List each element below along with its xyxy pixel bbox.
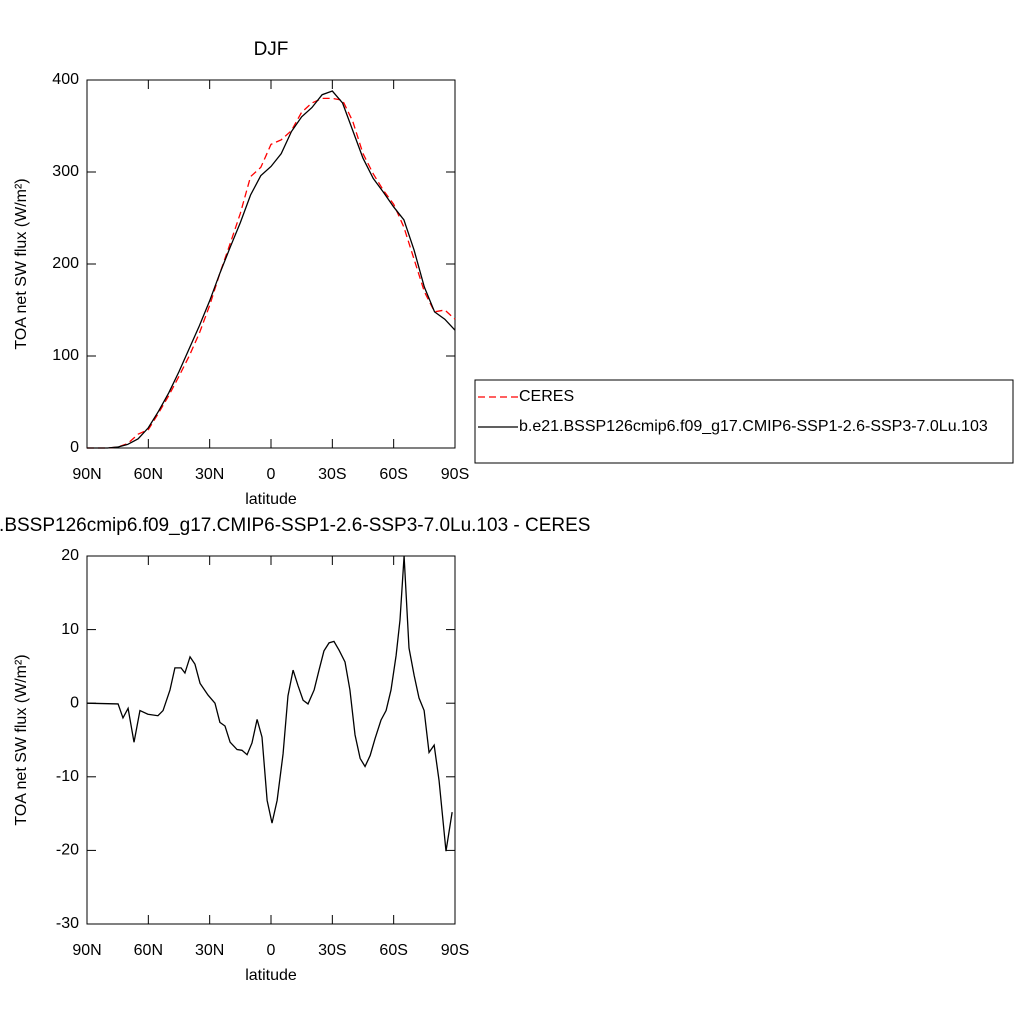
x-tick-label: 90S (441, 942, 469, 959)
y-tick-label: -10 (56, 768, 79, 785)
y-tick-label: 400 (52, 71, 79, 88)
plot-frame (86, 555, 456, 925)
data-line (87, 90, 456, 449)
y-tick-label: 0 (70, 439, 79, 456)
data-line (86, 555, 453, 852)
x-tick-label: 60S (379, 466, 407, 483)
x-tick-label: 0 (267, 466, 276, 483)
y-tick-label: 100 (52, 347, 79, 364)
data-line (87, 97, 456, 449)
y-tick-label: 200 (52, 255, 79, 272)
legend-label: b.e21.BSSP126cmip6.f09_g17.CMIP6-SSP1-2.… (519, 418, 988, 435)
x-axis-label: latitude (245, 967, 297, 984)
y-axis-label: TOA net SW flux (W/m²) (13, 654, 30, 825)
x-tick-label: 30N (195, 942, 224, 959)
x-tick-label: 60N (134, 942, 163, 959)
y-tick-label: 10 (61, 621, 79, 638)
x-axis-label: latitude (245, 491, 297, 508)
x-tick-label: 30S (318, 942, 346, 959)
legend-label: CERES (519, 388, 574, 405)
x-tick-label: 30N (195, 466, 224, 483)
x-tick-label: 60N (134, 466, 163, 483)
y-tick-label: 0 (70, 694, 79, 711)
y-axis-label: TOA net SW flux (W/m²) (13, 178, 30, 349)
x-tick-label: 90N (72, 466, 101, 483)
x-tick-label: 0 (267, 942, 276, 959)
x-tick-label: 90N (72, 942, 101, 959)
plot-frame (86, 79, 456, 449)
legend-box (474, 379, 1014, 464)
y-tick-label: -20 (56, 842, 79, 859)
chart-title: DJF (254, 39, 289, 60)
y-tick-label: 20 (61, 547, 79, 564)
chart-title: b.e21.BSSP126cmip6.f09_g17.CMIP6-SSP1-2.… (0, 515, 590, 536)
x-tick-label: 60S (379, 942, 407, 959)
x-tick-label: 30S (318, 466, 346, 483)
y-tick-label: -30 (56, 915, 79, 932)
y-tick-label: 300 (52, 163, 79, 180)
x-tick-label: 90S (441, 466, 469, 483)
